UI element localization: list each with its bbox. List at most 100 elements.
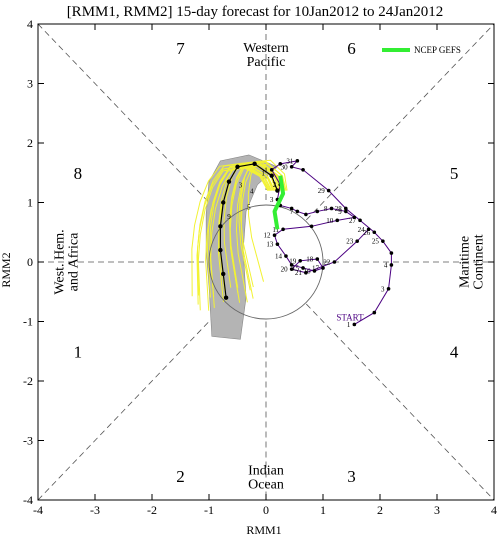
x-tick-label: -1 [204, 503, 214, 517]
ensemble-mean-point [223, 295, 229, 300]
y-tick-label: -1 [23, 315, 33, 329]
observed-day-label: 3 [270, 196, 274, 204]
unit-circle [208, 204, 324, 320]
y-axis-label: RMM2 [0, 252, 13, 287]
observed-point [304, 212, 308, 217]
observed-point [304, 270, 308, 275]
observed-day-label: 27 [349, 217, 357, 225]
ensemble-member-line [210, 165, 276, 308]
y-tick-label: -3 [23, 434, 33, 448]
observed-point [344, 209, 348, 214]
region-label-bottom: Ocean [248, 477, 284, 492]
observed-point [329, 206, 334, 211]
observed-point [372, 310, 377, 315]
observed-point [344, 206, 348, 211]
observed-point [321, 266, 325, 270]
ensemble-mean-point [221, 200, 226, 205]
x-tick-label: 0 [263, 503, 269, 517]
observed-day-label: 13 [266, 241, 274, 249]
ensemble-mean-line [219, 163, 278, 298]
observed-day-label: 7 [290, 208, 294, 216]
ncep-gefs-track [272, 175, 286, 230]
observed-point [289, 263, 294, 267]
observed-point [278, 162, 283, 166]
y-tick-label: 0 [27, 255, 33, 269]
ensemble-mean-point [235, 164, 240, 169]
observed-day-label: 21 [295, 269, 303, 277]
observed-day-label: 1 [347, 321, 351, 329]
observed-track: 1342526272829303112378910111213141516171… [264, 157, 394, 329]
observed-day-label: 14 [275, 253, 283, 261]
y-tick-label: -2 [23, 374, 33, 388]
observed-day-label: 15 [292, 264, 300, 272]
diagonal-line [306, 303, 495, 501]
diagonal-line [37, 303, 226, 501]
observed-point [295, 159, 300, 163]
ensemble-member-line [223, 161, 280, 288]
region-label-left: and Africa [67, 232, 82, 291]
observed-day-label: 29 [318, 187, 326, 195]
region-label-top: Western [243, 41, 289, 56]
diagonal-line [306, 23, 495, 221]
ensemble-mean-point [269, 173, 274, 178]
region-label-bottom: Indian [248, 463, 284, 478]
observed-point [358, 218, 362, 223]
phase-number: 2 [176, 467, 185, 486]
ensemble-mean-point [218, 247, 223, 253]
y-tick-label: 4 [27, 17, 33, 31]
x-tick-label: -4 [33, 503, 43, 517]
observed-day-label: 3 [381, 285, 385, 293]
observed-day-label: 16 [303, 267, 311, 275]
diagonal-line [37, 23, 226, 221]
ensemble-mean-point [221, 271, 226, 277]
phase-number: 8 [74, 164, 83, 183]
observed-day-label: 22 [323, 259, 331, 267]
observed-point [326, 188, 331, 193]
observed-day-label: 24 [358, 226, 366, 234]
observed-day-label: 9 [338, 208, 342, 216]
observed-day-label: 19 [289, 257, 297, 265]
observed-point [352, 322, 357, 327]
observed-point [281, 227, 285, 232]
ensemble-member-line [240, 163, 287, 299]
observed-point [309, 224, 314, 229]
ensemble-day-label: 1 [261, 170, 265, 178]
x-tick-label: -3 [90, 503, 100, 517]
phase-number: 4 [450, 342, 459, 361]
observed-point [389, 251, 394, 255]
observed-day-label: 31 [286, 157, 294, 165]
observed-point [355, 239, 360, 243]
x-tick-label: -2 [147, 503, 157, 517]
phase-diagonals [37, 23, 495, 501]
observed-day-label: 20 [281, 266, 289, 274]
observed-point [352, 215, 357, 220]
observed-point [366, 227, 371, 232]
observed-day-label: 4 [384, 261, 388, 269]
phase-number: 6 [347, 39, 356, 58]
region-label-left: West. Hem. [53, 229, 68, 294]
y-tick-label: 3 [27, 77, 33, 91]
observed-day-label: 30 [281, 163, 289, 171]
observed-day-label: 17 [312, 264, 320, 272]
observed-day-label: 11 [272, 226, 279, 234]
legend-label: NCEP GEFS [414, 45, 461, 55]
observed-point [335, 218, 340, 223]
ensemble-mean-point [275, 188, 280, 193]
ensemble-day-label: 3 [239, 182, 243, 190]
observed-point [312, 269, 317, 273]
observed-point [289, 206, 294, 211]
phase-number: 3 [347, 467, 356, 486]
observed-point [389, 263, 394, 267]
observed-point [381, 239, 385, 243]
observed-day-label: 12 [264, 232, 272, 240]
observed-point [289, 267, 294, 271]
observed-point [301, 167, 305, 172]
observed-point [284, 254, 288, 258]
ensemble-mean-point [252, 161, 257, 167]
region-label-top: Pacific [247, 55, 286, 70]
ensemble-day-label: 4 [250, 188, 254, 196]
unit-circle-ring [208, 204, 324, 320]
observed-point [372, 230, 377, 235]
